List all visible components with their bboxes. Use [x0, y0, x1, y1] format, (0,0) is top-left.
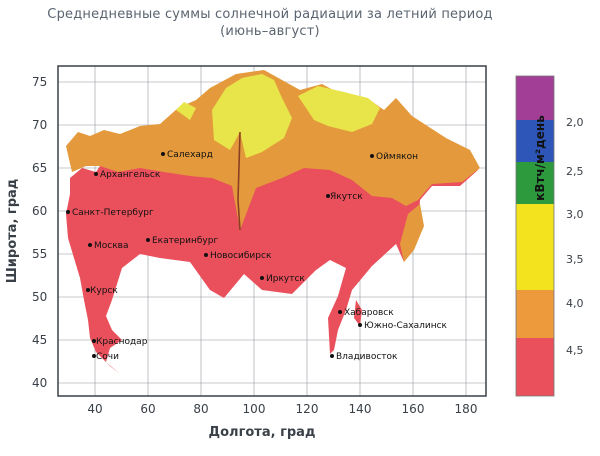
y-tick-50: 50 — [32, 290, 47, 304]
city-dot-irkutsk — [260, 276, 264, 280]
city-dot-oymyakon — [370, 154, 374, 158]
x-tick-160: 160 — [402, 402, 425, 416]
x-tick-40: 40 — [87, 402, 102, 416]
city-dot-salekhard — [161, 152, 165, 156]
legend-swatch-yellow — [516, 204, 554, 246]
zone-sakhalin — [354, 300, 362, 326]
legend-tick-4-0: 4,0 — [566, 297, 584, 310]
legend-frame — [515, 75, 555, 397]
zone-low-taimyr — [298, 86, 380, 132]
legend-swatch-orange — [516, 290, 554, 338]
legend-tick-3-5: 3,5 — [566, 253, 584, 266]
city-ekaterinburg: Екатеринбург — [152, 236, 218, 246]
city-dot-yuzhno — [358, 323, 362, 327]
city-yakutsk: Якутск — [330, 192, 363, 202]
city-khabarovsk: Хабаровск — [344, 308, 394, 318]
y-tick-70: 70 — [32, 118, 47, 132]
y-axis-title: Широта, град — [5, 179, 20, 284]
y-tick-75: 75 — [32, 75, 47, 89]
city-dot-ekaterinburg — [146, 238, 150, 242]
zone-kamchatka — [400, 204, 424, 262]
city-vladivostok: Владивосток — [336, 352, 398, 362]
zone-low-yamal — [212, 74, 292, 158]
y-tick-55: 55 — [32, 247, 47, 261]
map-title: Среднедневные суммы солнечной радиации з… — [40, 6, 500, 40]
city-dot-kursk — [86, 288, 90, 292]
x-tick-80: 80 — [193, 402, 208, 416]
legend-tick-4-5: 4,5 — [566, 344, 584, 357]
y-ticks: 75 70 65 60 55 50 45 40 — [32, 75, 47, 390]
x-tick-100: 100 — [243, 402, 266, 416]
city-sochi: Сочи — [96, 352, 119, 362]
title-line-1: Среднедневные суммы солнечной радиации з… — [47, 7, 493, 22]
legend-swatch-yellow-2 — [516, 246, 554, 290]
legend-swatch-red — [516, 338, 554, 396]
city-dot-krasnodar — [92, 339, 96, 343]
zone-low-north — [176, 102, 196, 120]
river-line — [237, 131, 241, 231]
city-dot-moscow — [88, 243, 92, 247]
city-salekhard: Салехард — [167, 150, 213, 160]
legend-swatch-green — [516, 162, 554, 204]
city-oymyakon: Оймякон — [376, 152, 418, 162]
city-moscow: Москва — [94, 241, 128, 251]
city-dot-yakutsk — [326, 194, 330, 198]
x-tick-140: 140 — [349, 402, 372, 416]
city-dot-vladivostok — [330, 354, 334, 358]
title-line-2: (июнь–август) — [220, 24, 320, 39]
city-kursk: Курск — [90, 286, 118, 296]
city-dot-sochi — [92, 354, 96, 358]
cities: Салехард Архангельск Санкт-Петербург Мос… — [66, 150, 448, 362]
city-arkhangelsk: Архангельск — [100, 170, 161, 180]
legend-swatch-blue — [516, 120, 554, 162]
x-tick-60: 60 — [140, 402, 155, 416]
city-irkutsk: Иркутск — [266, 274, 305, 284]
city-novosibirsk: Новосибирск — [210, 251, 272, 261]
x-tick-120: 120 — [296, 402, 319, 416]
x-axis-title: Долгота, град — [209, 425, 316, 440]
city-dot-khabarovsk — [338, 310, 342, 314]
y-tick-65: 65 — [32, 161, 47, 175]
y-tick-40: 40 — [32, 376, 47, 390]
city-krasnodar: Краснодар — [96, 337, 148, 347]
legend-swatch-purple — [516, 76, 554, 120]
y-tick-60: 60 — [32, 204, 47, 218]
legend: кВтч/м²день 2,0 2,5 3,0 3,5 4,0 4,5 — [515, 75, 584, 397]
legend-tick-3-0: 3,0 — [566, 208, 584, 221]
city-dot-novosibirsk — [204, 253, 208, 257]
city-yuzhno: Южно-Сахалинск — [364, 321, 448, 331]
city-dot-arkhangelsk — [94, 172, 98, 176]
x-ticks: 40 60 80 100 120 140 160 180 — [87, 402, 477, 416]
legend-tick-2-0: 2,0 — [566, 116, 584, 129]
city-spb: Санкт-Петербург — [72, 208, 154, 218]
legend-tick-2-5: 2,5 — [566, 165, 584, 178]
legend-unit: кВтч/м²день — [533, 115, 547, 201]
y-tick-45: 45 — [32, 333, 47, 347]
city-dot-spb — [66, 210, 70, 214]
x-tick-180: 180 — [455, 402, 478, 416]
